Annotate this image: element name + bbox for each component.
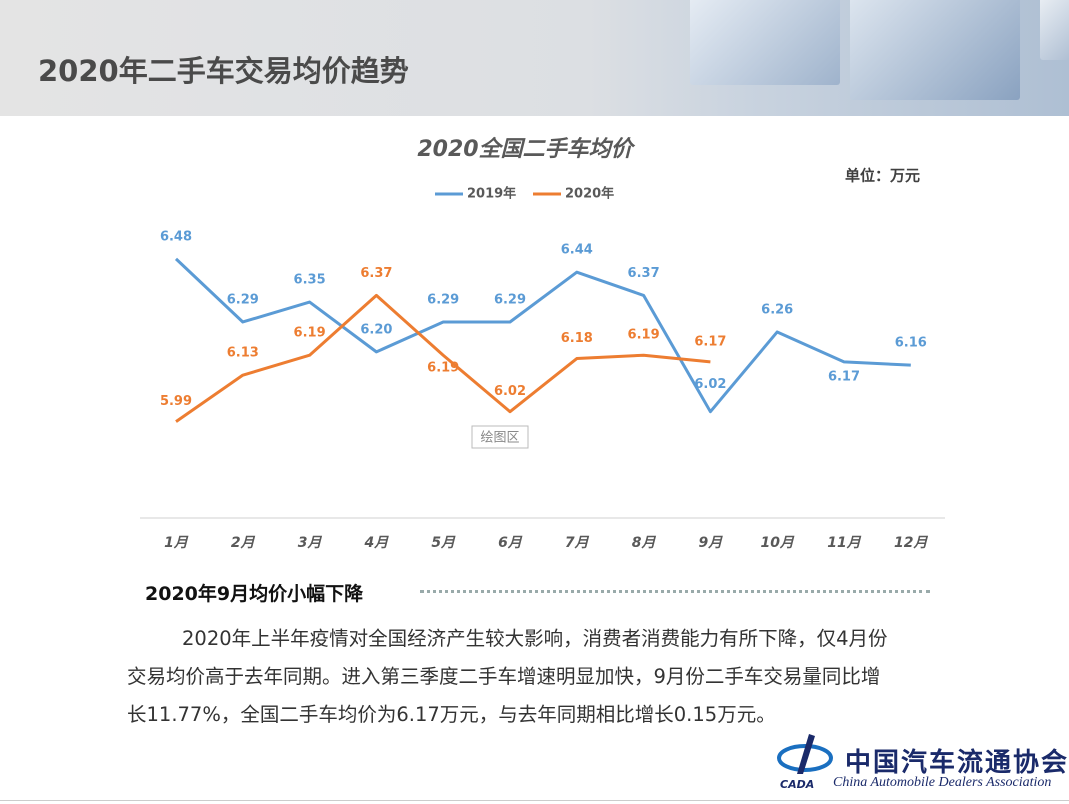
dotted-rule [420, 590, 930, 593]
legend-label: 2019年 [467, 186, 516, 202]
chart: 2020全国二手车均价 单位：万元 绘图区 1月 2月 3月 4月 5月 6月 7月 8月 9月… [140, 136, 945, 551]
data-label: 6.26 [761, 302, 793, 317]
bottom-rule [0, 800, 1069, 801]
paragraph-line: 长11.77%，全国二手车均价为6.17万元，与去年同期相比增长0.15万元。 [127, 703, 776, 726]
data-label: 6.19 [628, 328, 660, 343]
header: 2020年二手车交易均价趋势 [0, 0, 1069, 116]
data-label: 6.17 [828, 369, 860, 384]
tooltip-box [471, 425, 529, 449]
header-decoration [850, 0, 1020, 100]
section-title: 2020年9月均价小幅下降 [145, 583, 364, 605]
data-label: 6.02 [694, 377, 726, 392]
x-tick-label: 4月 [364, 535, 390, 551]
paragraph-line: 2020年上半年疫情对全国经济产生较大影响，消费者消费能力有所下降，仅4月份 [182, 627, 888, 650]
x-tick-label: 9月 [699, 535, 724, 551]
chart-title: 2020全国二手车均价 [417, 136, 635, 162]
tooltip: 绘图区 [480, 431, 519, 446]
header-decoration [690, 0, 840, 85]
x-tick-label: 7月 [565, 535, 590, 551]
data-label: 6.20 [360, 322, 392, 337]
x-tick-label: 10月 [760, 535, 794, 551]
logo-abbr: CADA [780, 778, 815, 791]
x-tick-label: 12月 [894, 535, 928, 551]
data-label: 6.37 [628, 266, 660, 281]
data-label: 6.37 [360, 266, 392, 281]
data-label: 6.19 [427, 361, 459, 376]
data-label: 6.16 [895, 336, 927, 351]
data-label: 6.02 [494, 384, 526, 399]
data-label: 6.19 [294, 326, 326, 341]
data-label: 6.29 [227, 292, 259, 307]
data-label: 5.99 [160, 394, 192, 409]
x-tick-label: 3月 [298, 535, 323, 551]
logo-name: 中国汽车流通协会 [845, 748, 1069, 778]
data-label: 6.13 [227, 346, 259, 361]
data-label: 6.29 [427, 292, 459, 307]
legend-label: 2020年 [565, 186, 614, 202]
x-tick-label: 8月 [632, 535, 657, 551]
header-title: 2020年二手车交易均价趋势 [38, 54, 409, 88]
unit-label: 单位：万元 [845, 167, 920, 185]
data-label: 6.17 [694, 334, 726, 349]
data-label: 6.48 [160, 229, 192, 244]
x-tick-label: 5月 [431, 535, 456, 551]
paragraph: 2020年上半年疫情对全国经济产生较大影响，消费者消费能力有所下降，仅4月份 交… [127, 620, 957, 734]
series-line [174, 257, 911, 414]
paragraph-line: 交易均价高于去年同期。进入第三季度二手车增速明显加快，9月份二手车交易量同比增 [127, 665, 881, 688]
series-line [175, 293, 711, 423]
x-tick-label: 1月 [164, 535, 189, 551]
x-tick-label: 6月 [498, 535, 523, 551]
x-tick-label: 11月 [827, 535, 861, 551]
logo-name-en: China Automobile Dealers Association [833, 775, 1052, 790]
x-tick-label: 2月 [231, 535, 256, 551]
logo-icon [777, 734, 833, 774]
data-label: 6.35 [294, 273, 326, 288]
data-label: 6.44 [561, 243, 593, 258]
data-label: 6.29 [494, 292, 526, 307]
data-label: 6.18 [561, 331, 593, 346]
header-decoration [1040, 0, 1069, 60]
